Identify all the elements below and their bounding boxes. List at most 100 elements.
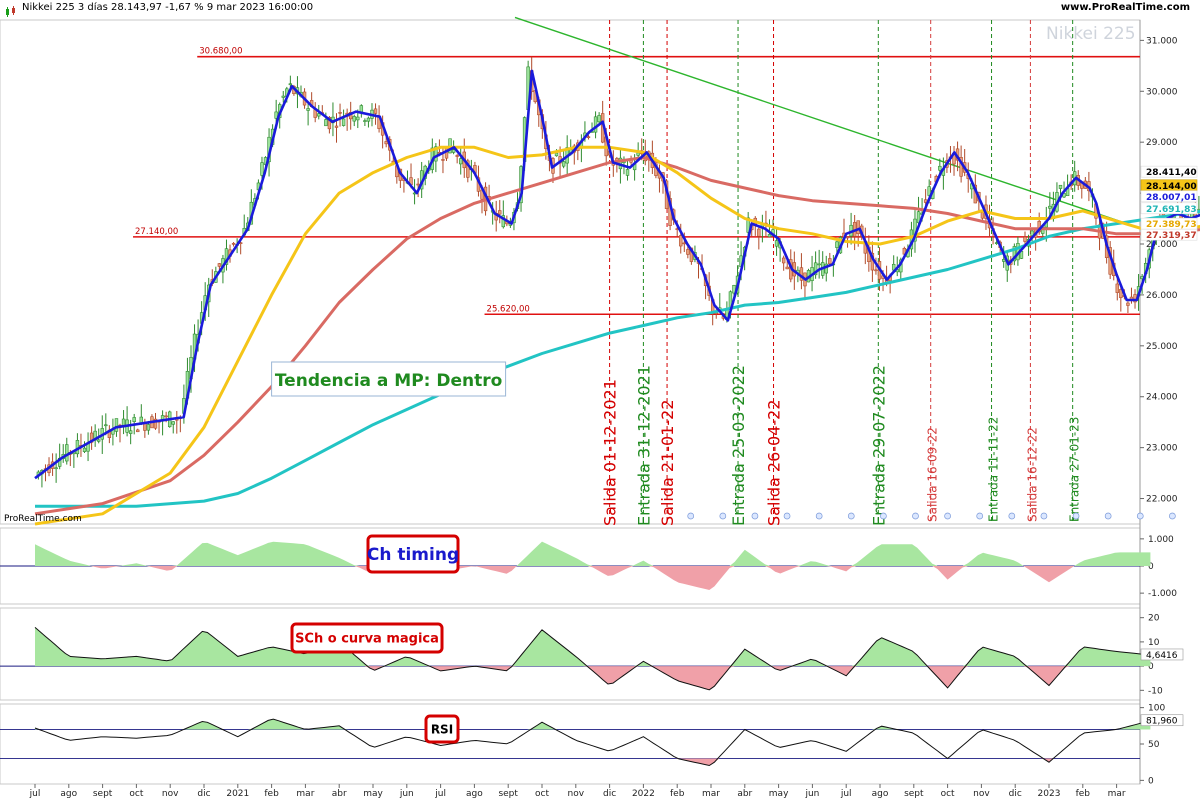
candle-body [217, 263, 222, 267]
candle-body [746, 217, 750, 233]
y-tick-label: 25.000 [1146, 342, 1178, 352]
candle-body [554, 152, 559, 157]
panel-frame-3 [0, 703, 1141, 785]
annotation-box [271, 361, 507, 397]
candle-body [139, 416, 144, 424]
candle-body [1115, 283, 1119, 293]
sch-label-text: SCh o curva magica [295, 632, 439, 647]
candle-body [781, 257, 786, 264]
oversold-area [35, 758, 1151, 766]
candle-body [1023, 236, 1027, 242]
candle-body [686, 249, 690, 255]
ind-y-label: 20 [1148, 614, 1160, 624]
candle-body [327, 117, 332, 130]
candle-body [324, 119, 328, 127]
candle-body [334, 125, 339, 128]
candle-body [132, 417, 136, 422]
candle-body [153, 418, 158, 429]
candle-body [845, 236, 850, 239]
ch-timing-label-box [366, 534, 460, 574]
x-tick-label: ago [466, 789, 483, 799]
instrument-watermark: Nikkei 225 [1046, 24, 1136, 44]
x-tick-label: jul [434, 789, 446, 799]
x-tick-label: oct [941, 789, 955, 799]
candle-body [767, 234, 772, 238]
last-value-box [1140, 714, 1184, 727]
candle-body [306, 108, 310, 111]
event-icon [1072, 512, 1080, 520]
x-tick-label: mar [1108, 789, 1126, 799]
x-tick-label: may [769, 789, 789, 799]
price-label: 28.411,40 [1146, 168, 1197, 178]
x-tick-label: abr [737, 789, 752, 799]
event-icon [815, 512, 823, 520]
price-label: 27.389,73 [1146, 220, 1197, 230]
candle-body [593, 116, 598, 133]
candle-body [356, 116, 360, 121]
x-tick-label: feb [1076, 789, 1091, 799]
candle-body [856, 220, 860, 234]
candle-body [171, 421, 175, 425]
candle-body [1058, 184, 1063, 189]
candle-body [625, 169, 630, 176]
y-tick-label: 24.000 [1146, 393, 1178, 403]
x-tick-label: dic [197, 789, 210, 799]
event-icon [751, 512, 759, 520]
site-url[interactable]: www.ProRealTime.com [1060, 2, 1190, 13]
ma-line-3 [35, 209, 1200, 508]
candle-body [231, 243, 236, 245]
rsi-line [34, 718, 1151, 767]
signal-label: Entrada 27-01-23 [1068, 417, 1082, 522]
level-label: 30.680,00 [199, 47, 242, 57]
negative-area [35, 666, 1151, 690]
event-icon [880, 512, 887, 520]
level-label: 27.140,00 [135, 227, 178, 237]
candle-body [682, 242, 686, 245]
candle-body [434, 146, 438, 162]
last-value-box [1140, 648, 1184, 661]
x-tick-label: sept [93, 789, 113, 799]
candle-body [817, 263, 821, 266]
ind-y-label: -1.000 [1148, 589, 1177, 599]
signal-label: Entrada 29-07-2022 [869, 365, 888, 526]
ch-timing-label-text: Ch timing [367, 545, 459, 565]
x-tick-label: mar [702, 789, 720, 799]
positive-area [35, 627, 1151, 667]
x-tick-label: nov [162, 789, 179, 799]
candle-body [384, 141, 388, 145]
candle-body [136, 429, 140, 433]
event-icon [1008, 512, 1016, 520]
x-tick-label: 2022 [632, 789, 655, 799]
candle-body [498, 210, 502, 215]
price-label: 27.691,83 [1146, 205, 1197, 215]
price-label: 27.319,37 [1146, 231, 1197, 241]
x-tick-label: ago [60, 789, 77, 799]
candle-body [501, 215, 505, 228]
rsi-label-text: RSI [431, 722, 453, 736]
candle-body [82, 447, 87, 452]
ind-y-label: 0 [1148, 776, 1154, 786]
x-tick-label: ago [872, 789, 889, 799]
ind-y-label: 10 [1148, 638, 1160, 648]
candle-body [1002, 259, 1006, 262]
signal-label: Salida 16-12-22 [1025, 427, 1039, 522]
x-tick-label: sept [498, 789, 518, 799]
ind-y-label: -10 [1148, 686, 1163, 696]
price-label: 28.007,01 [1146, 193, 1197, 203]
y-tick-label: 29.000 [1146, 138, 1178, 148]
candle-body [757, 228, 761, 237]
y-tick-label: 30.000 [1146, 87, 1178, 97]
candle-body [813, 262, 818, 276]
ch-timing-label: Ch timing [366, 534, 460, 574]
indicator-line [34, 627, 1151, 691]
sch-label: SCh o curva magica [290, 622, 444, 654]
chart-title: Nikkei 225 3 días 28.143,97 -1,67 % 9 ma… [22, 2, 314, 13]
candlestick-logo-icon [5, 3, 17, 17]
candle-body [1048, 205, 1052, 209]
x-tick-label: jun [804, 789, 819, 799]
price-label: 28.144,00 [1146, 182, 1197, 192]
candle-body [586, 136, 591, 139]
last-value-label: 81,960 [1146, 717, 1178, 727]
candle-body [835, 241, 839, 248]
